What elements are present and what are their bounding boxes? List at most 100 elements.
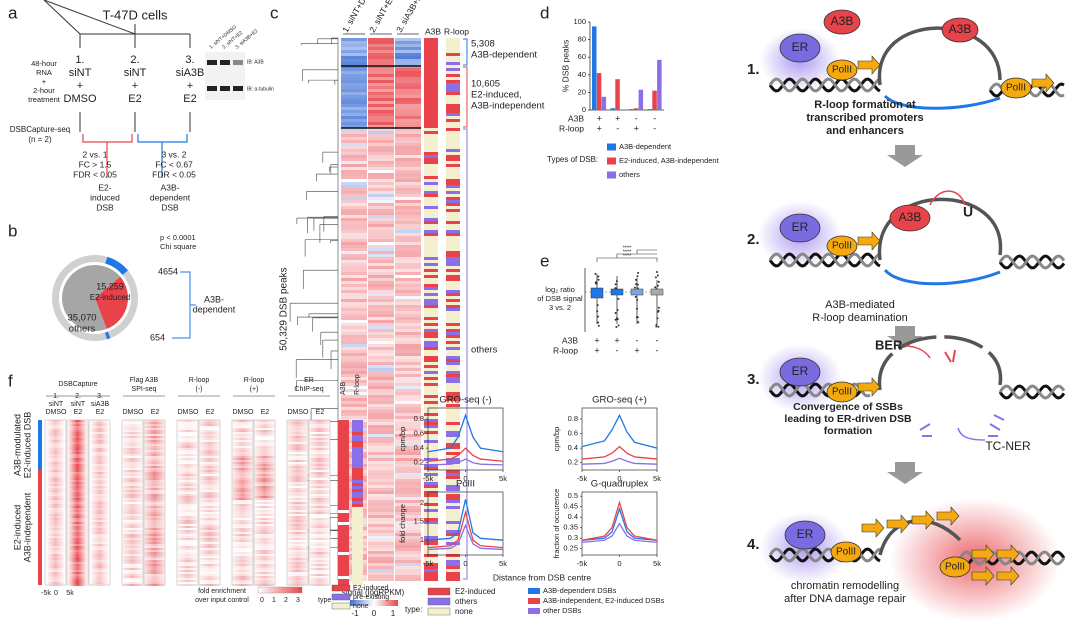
heatmap-row [287, 576, 308, 578]
heatmap-cell [341, 143, 367, 146]
annotation-cell [352, 438, 363, 441]
dna-strand [768, 77, 881, 93]
heatmap-row [199, 452, 220, 454]
heatmap-row [122, 568, 143, 570]
heatmap-row [254, 460, 275, 462]
box [590, 287, 604, 299]
heatmap-row [288, 452, 308, 454]
heatmap-row [122, 452, 143, 454]
heatmap-row [67, 522, 88, 524]
heatmap-cell [341, 350, 367, 353]
heatmap-row [122, 476, 143, 478]
heatmap-row [122, 560, 143, 562]
heatmap-row [254, 526, 275, 528]
annotation-cell [446, 476, 460, 479]
annotation-cell [338, 474, 349, 477]
legend-label: E2-induced [353, 585, 389, 592]
heatmap-cell [395, 221, 421, 224]
colorbar-title: over input control [195, 597, 249, 604]
heatmap-cell [395, 464, 421, 467]
heatmap-row [232, 532, 253, 534]
heatmap-row [287, 430, 308, 432]
group-bracket [463, 128, 468, 580]
step-caption: leading to ER-driven DSB [784, 413, 912, 425]
heatmap-row [232, 482, 253, 484]
annotation-cell [424, 404, 438, 407]
column-header: E2 [316, 409, 325, 416]
annotation-cell [446, 491, 460, 494]
heatmap-row [45, 450, 66, 452]
a3b-protein-label: A3B [899, 210, 922, 224]
heatmap-cell [341, 176, 367, 179]
colorbar-title: signal (logRPKM) [342, 588, 405, 597]
heatmap-cell [341, 410, 367, 413]
annotation-cell [446, 329, 460, 332]
heatmap-row [232, 498, 253, 500]
heatmap-cell [341, 182, 367, 185]
y-tick-label: 100 [573, 17, 586, 26]
annotation-cell [424, 314, 438, 317]
step-number: 2. [747, 231, 760, 248]
heatmap-row [199, 540, 220, 542]
heatmap-row [232, 572, 253, 574]
legend-label: A3B-independent, E2-induced DSBs [543, 596, 665, 605]
annotation-cell [424, 182, 438, 185]
heatmap-row [254, 484, 275, 486]
heatmap-row [144, 438, 165, 440]
annotation-cell [446, 509, 460, 512]
heatmap-row [122, 448, 143, 450]
heatmap-row [89, 498, 110, 500]
group-label: 10,605 [471, 79, 500, 90]
axis-title: 50,329 DSB peaks [279, 267, 290, 350]
heatmap-row [45, 574, 66, 576]
heatmap-row [232, 546, 253, 548]
heatmap-cell [395, 401, 421, 404]
annotation-cell [446, 452, 460, 455]
category-label: - [656, 345, 659, 355]
heatmap-row [287, 554, 308, 556]
heatmap-row [232, 506, 253, 508]
outlier [597, 278, 600, 281]
heatmap-row [122, 532, 143, 534]
annotation-cell [352, 423, 363, 426]
heatmap-cell [368, 368, 394, 371]
heatmap-row [144, 584, 165, 586]
group-title: DSBCapture [58, 381, 97, 388]
heatmap-row [45, 542, 66, 544]
annotation-cell [352, 552, 363, 555]
heatmap-row [232, 536, 253, 538]
annotation-cell [338, 525, 349, 528]
heatmap-cell [341, 263, 367, 266]
heatmap-row [123, 502, 143, 504]
heatmap-cell [395, 485, 421, 488]
heatmap-row [309, 542, 330, 544]
legend-label: others [455, 597, 477, 606]
heatmap-row [309, 458, 330, 460]
x-tick-label: -5k [41, 590, 51, 597]
heatmap-row [232, 514, 253, 516]
colorbar-tick: 2 [284, 597, 288, 604]
annotation-cell [424, 326, 438, 329]
annotation-cell [424, 428, 438, 431]
annotation-cell [338, 444, 349, 447]
heatmap-row [67, 564, 88, 566]
heatmap-cell [395, 95, 421, 98]
annotation-cell [352, 513, 363, 516]
heatmap-row [287, 582, 308, 584]
annotation-cell [446, 143, 460, 146]
heatmap-cell [395, 182, 421, 185]
heatmap-row [67, 562, 88, 564]
heatmap-row [254, 536, 275, 538]
transcription-arrow [857, 377, 881, 397]
heatmap-row [254, 556, 275, 558]
heatmap-cell [341, 413, 367, 416]
heatmap-row [67, 446, 88, 448]
heatmap-row [309, 422, 330, 424]
annotation-cell [352, 549, 363, 552]
heatmap-row [309, 544, 330, 546]
heatmap-row [89, 510, 110, 512]
heatmap-row [67, 580, 88, 582]
heatmap-row [309, 520, 330, 522]
heatmap-row [200, 474, 220, 476]
heatmap-cell [341, 101, 367, 104]
